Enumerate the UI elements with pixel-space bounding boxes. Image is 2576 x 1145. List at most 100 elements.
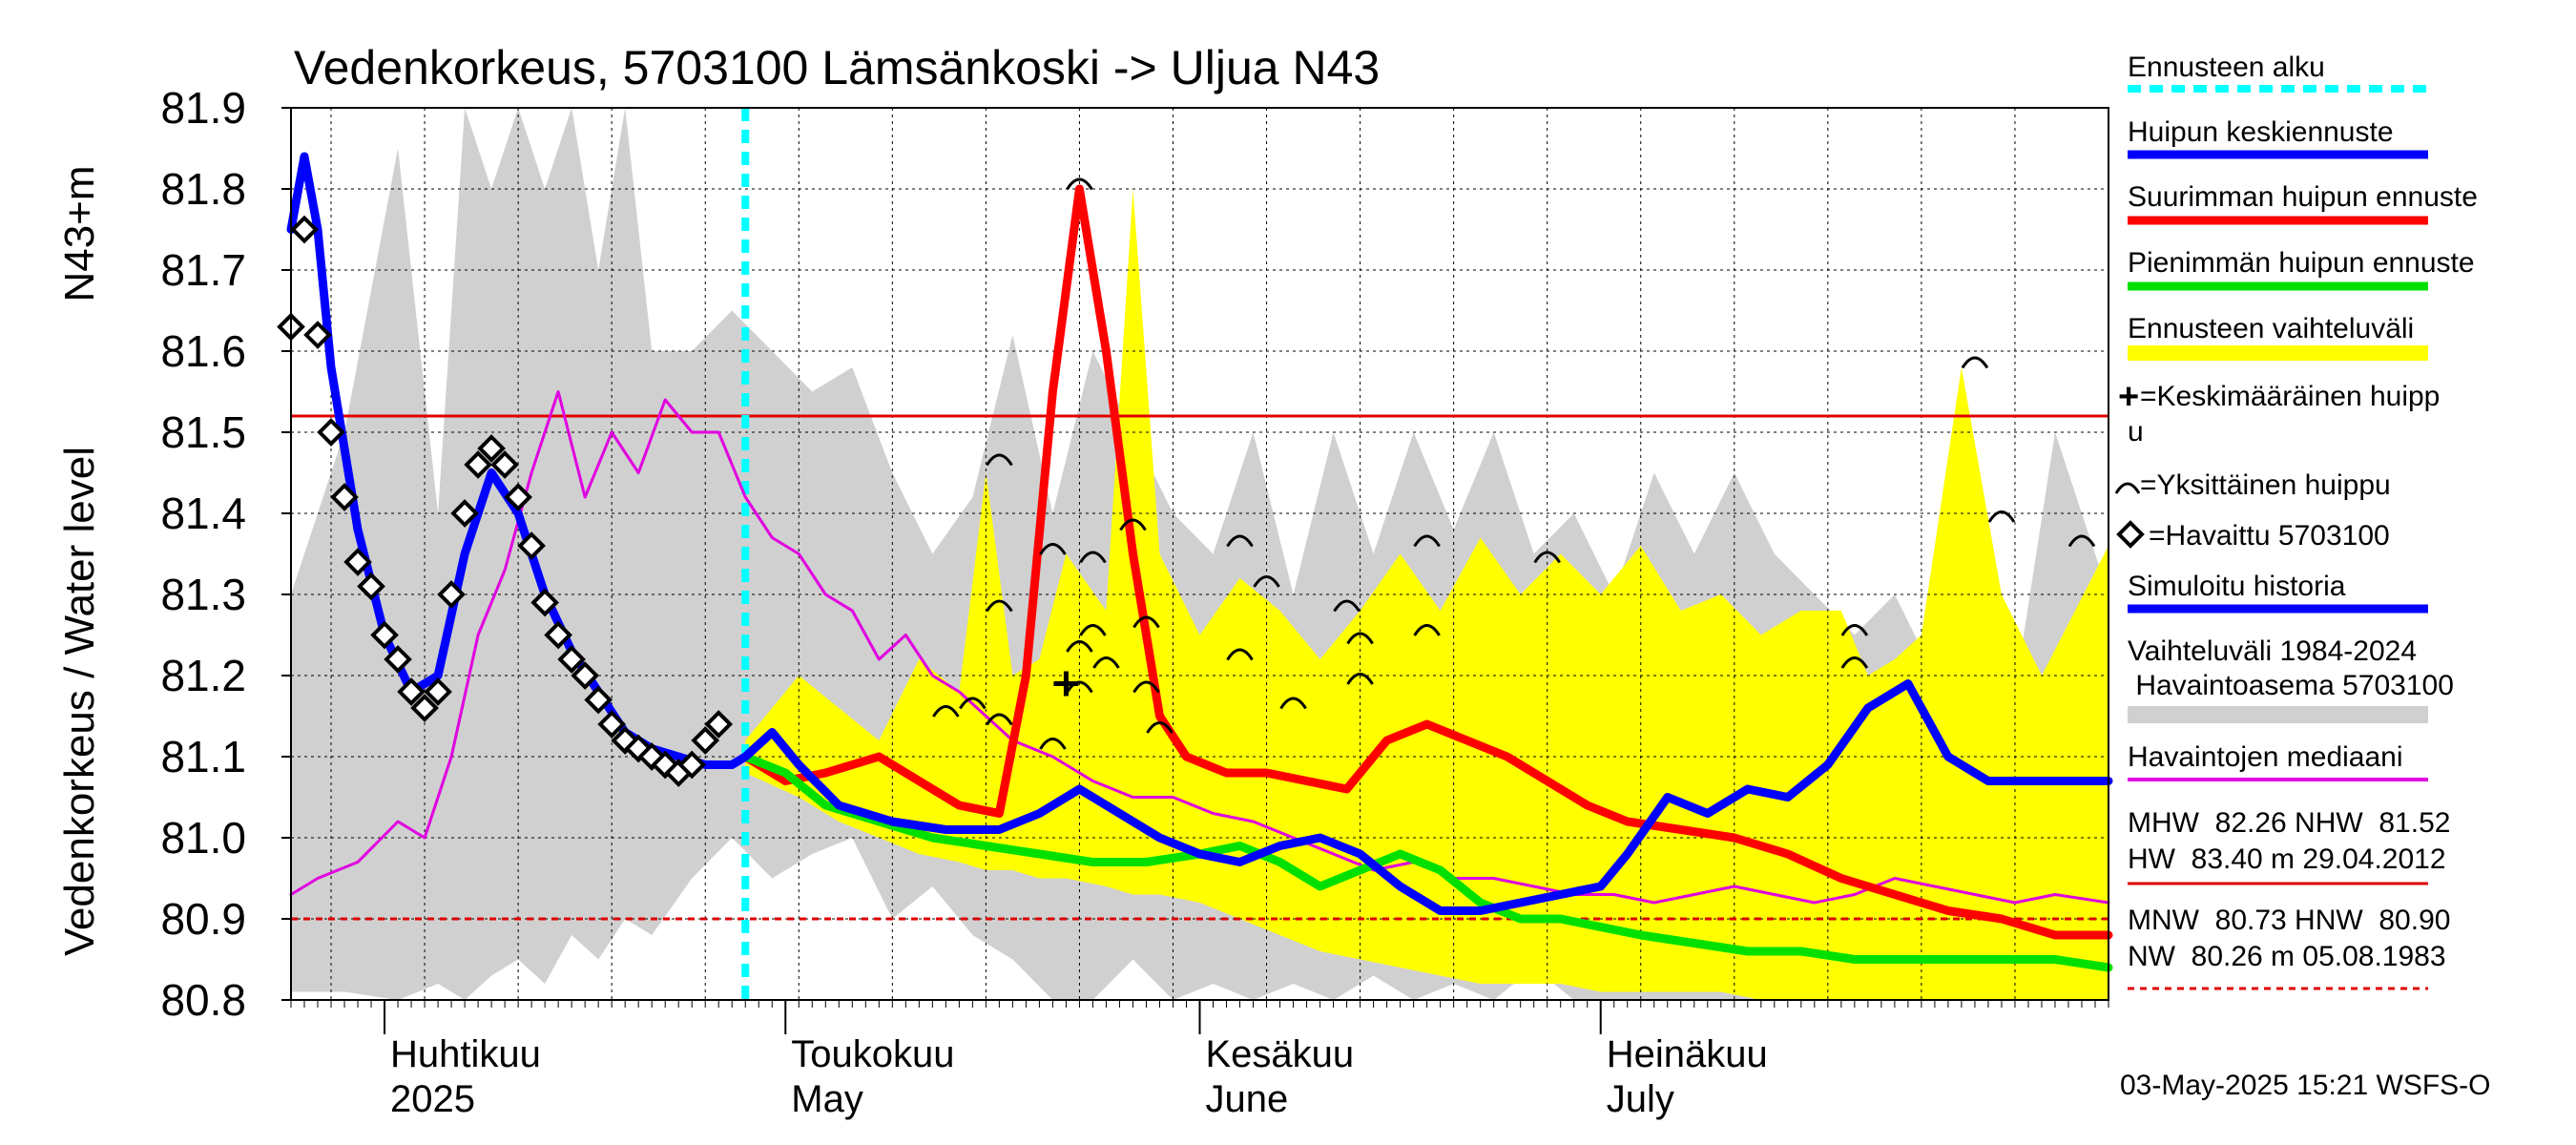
single-peak-marker — [1132, 615, 1160, 629]
single-peak-marker — [1346, 673, 1374, 685]
single-peak-marker — [1039, 738, 1067, 750]
single-peak-marker — [959, 697, 987, 710]
x-month-label-fi: Heinäkuu — [1607, 1033, 1768, 1075]
legend-max-forecast: Suurimman huipun ennuste — [2128, 181, 2478, 213]
observed-point — [651, 750, 680, 780]
single-peak-marker — [1413, 534, 1441, 548]
observed-point — [343, 548, 372, 576]
x-month-label-fi: Toukokuu — [791, 1033, 954, 1075]
observed-point — [504, 483, 532, 511]
legend-mean-forecast: Huipun keskiennuste — [2128, 116, 2394, 148]
mean-peak-marker — [1053, 671, 1079, 697]
observed-point — [477, 434, 506, 463]
y-axis: 80.8 80.9 81.0 81.1 81.2 81.3 81.4 81.5 81.6 81.7… — [160, 83, 291, 1025]
legend-mean-peak: =Keskimääräinen huipp — [2140, 381, 2440, 412]
y-axis-unit: N43+m — [56, 165, 103, 302]
observed-point — [691, 726, 720, 755]
legend-range-line1: Vaihteluväli 1984-2024 — [2128, 635, 2417, 667]
observed-point — [517, 531, 546, 560]
legend-median: Havaintojen mediaani — [2128, 741, 2403, 773]
observed-point — [611, 726, 640, 755]
single-peak-marker — [1146, 721, 1174, 734]
single-peak-marker — [932, 705, 960, 718]
observed-point — [290, 215, 319, 244]
single-peak-marker — [1279, 697, 1307, 710]
y-tick-label: 81.5 — [160, 407, 246, 457]
single-peak-marker — [1253, 575, 1280, 588]
single-peak-marker — [1066, 640, 1093, 653]
legend-stats-high-1: MHW 82.26 NHW 81.52 — [2128, 807, 2450, 839]
arc-icon — [2114, 482, 2141, 494]
legend-single-peak: =Yksittäinen huippu — [2140, 469, 2391, 501]
diamond-icon — [2116, 520, 2145, 549]
chart-title: Vedenkorkeus, 5703100 Lämsänkoski -> Ulj… — [294, 41, 1380, 94]
single-peak-marker — [1066, 177, 1093, 191]
observed-point — [637, 742, 667, 771]
observed-point — [317, 418, 345, 447]
observed-point — [357, 572, 385, 601]
observed-point — [303, 321, 332, 349]
observed-point — [597, 710, 627, 739]
legend-forecast-start: Ennusteen alku — [2128, 52, 2325, 83]
y-axis-label: Vedenkorkeus / Water level — [56, 447, 103, 956]
observed-point — [557, 645, 586, 674]
y-tick-label: 81.9 — [160, 83, 246, 133]
single-peak-marker — [986, 599, 1013, 613]
single-peak-marker — [986, 713, 1013, 726]
observed-point — [330, 483, 359, 511]
observed-point — [584, 685, 613, 715]
observed-point — [397, 677, 426, 706]
y-tick-label: 80.8 — [160, 975, 246, 1025]
observed-point — [464, 450, 492, 479]
footer-timestamp: 03-May-2025 15:21 WSFS-O — [2120, 1070, 2491, 1101]
plot-lines — [286, 152, 2113, 972]
single-peak-marker — [1961, 356, 1989, 369]
single-peak-marker — [1132, 680, 1160, 694]
observed-point — [530, 588, 559, 617]
legend-range-line2: Havaintoasema 5703100 — [2128, 670, 2454, 701]
single-peak-marker — [1840, 656, 1869, 669]
observed-point — [410, 694, 439, 722]
x-month-label-en: May — [791, 1078, 863, 1120]
plus-icon: + — [2118, 377, 2139, 417]
legend-range-swatch — [2128, 706, 2428, 723]
single-peak-marker — [1226, 534, 1254, 548]
y-tick-label: 81.0 — [160, 813, 246, 863]
x-month-label-en: June — [1206, 1078, 1289, 1120]
legend-forecast-range: Ennusteen vaihteluväli — [2128, 313, 2414, 344]
line-pienimman-huipun-ennuste — [740, 752, 2113, 972]
x-month-label-fi: Huhtikuu — [390, 1033, 541, 1075]
single-peak-marker — [1079, 551, 1107, 564]
single-peak-marker — [2067, 534, 2096, 548]
observed-point — [450, 499, 479, 528]
single-peak-marker — [1226, 648, 1254, 661]
legend-observed: =Havaittu 5703100 — [2149, 520, 2390, 552]
observed-point — [384, 645, 412, 674]
y-tick-label: 81.3 — [160, 570, 246, 619]
legend-stats-high-2: HW 83.40 m 29.04.2012 — [2128, 843, 2446, 875]
legend-simulated: Simuloitu historia — [2128, 571, 2346, 602]
y-tick-label: 80.9 — [160, 894, 246, 944]
y-tick-label: 81.8 — [160, 164, 246, 214]
y-tick-label: 81.4 — [160, 489, 246, 538]
single-peak-marker — [1333, 599, 1361, 613]
plot-grid — [291, 108, 2109, 1000]
x-month-label-en: 2025 — [390, 1078, 475, 1120]
observed-point — [704, 710, 734, 739]
single-peak-marker — [1119, 518, 1147, 531]
y-tick-label: 81.6 — [160, 326, 246, 376]
observed-point — [437, 580, 466, 609]
x-month-label-fi: Kesäkuu — [1206, 1033, 1355, 1075]
single-peak-marker — [1987, 510, 2016, 523]
single-peak-marker — [1413, 624, 1441, 636]
plot-markers — [277, 177, 2096, 787]
line-suurimman-huipun-ennuste — [740, 184, 2113, 940]
x-month-label-en: July — [1607, 1078, 1674, 1120]
line-huipun-keskiennuste — [286, 152, 2113, 915]
legend-mean-peak-wrap: u — [2128, 416, 2144, 448]
legend-min-forecast: Pienimmän huipun ennuste — [2128, 247, 2475, 279]
legend-forecast-range-swatch — [2128, 345, 2428, 361]
single-peak-marker — [1066, 680, 1093, 694]
